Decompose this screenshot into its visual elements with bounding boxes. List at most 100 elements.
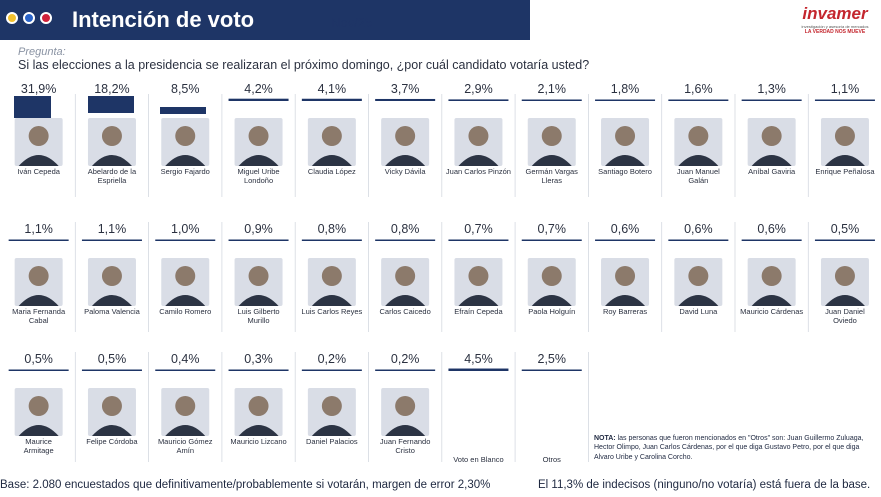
candidate-shoulders — [165, 295, 206, 306]
value-label: 1,1% — [24, 222, 53, 236]
candidate-name-line: Abelardo de la — [88, 167, 137, 176]
candidate-name-line: Espriella — [98, 176, 128, 185]
candidate-name: Luis Carlos Reyes — [301, 307, 362, 316]
vote-bar — [668, 239, 729, 241]
logo-wordmark: invamer — [802, 4, 868, 23]
vote-bar — [375, 369, 436, 371]
value-label: 0,5% — [98, 352, 127, 366]
candidate-shoulders — [385, 425, 426, 436]
candidate-name: Abelardo de la Espriella — [88, 167, 137, 185]
candidate-shoulders — [751, 155, 792, 166]
candidate-name: Juan Carlos Pinzón — [446, 167, 511, 176]
candidate-name-line: Roy Barreras — [603, 307, 647, 316]
candidate-name: Mauricio Cárdenas — [740, 307, 803, 316]
candidate-name: Daniel Palacios — [306, 437, 358, 446]
candidate-head — [101, 396, 122, 416]
value-label: 18,2% — [94, 82, 129, 96]
candidate-shoulders — [91, 295, 132, 306]
candidate-name: Luis Gilberto Murillo — [237, 307, 279, 325]
invamer-logo: invamer investigación y asesoría de merc… — [800, 4, 870, 35]
vote-bar — [228, 98, 289, 101]
vote-bar — [814, 99, 875, 101]
candidate-name-line: Paloma Valencia — [84, 307, 141, 316]
candidate-head — [321, 396, 342, 416]
candidate-head — [101, 126, 122, 146]
value-label: 0,7% — [464, 222, 493, 236]
candidate-name-line: Otros — [543, 455, 562, 464]
page-title: Intención de voto — [72, 7, 255, 32]
candidate-shoulders — [238, 295, 279, 306]
footer-undecided: El 11,3% de indecisos (ninguno/no votarí… — [538, 479, 871, 491]
vote-bar — [448, 239, 509, 241]
survey-date: Nov/25 — [331, 15, 373, 30]
candidate-head — [615, 266, 636, 286]
candidate-name-line: Maria Fernanda — [12, 307, 66, 316]
candidate-shoulders — [91, 425, 132, 436]
candidate-name-line: Daniel Palacios — [306, 437, 358, 446]
value-label: 0,6% — [684, 222, 713, 236]
note-text: las personas que fueron mencionados en "… — [594, 435, 864, 461]
candidate-shoulders — [531, 155, 572, 166]
note-box: NOTA: las personas que fueron mencionado… — [594, 434, 864, 462]
vote-bar — [448, 368, 509, 371]
candidate-head — [761, 266, 782, 286]
candidate-shoulders — [824, 295, 865, 306]
value-label: 0,5% — [24, 352, 53, 366]
vote-bar — [448, 99, 509, 101]
candidate-head — [615, 126, 636, 146]
candidate-head — [541, 126, 562, 146]
vote-bar — [595, 99, 656, 101]
candidate-name-line: Juan Fernando — [380, 437, 430, 446]
candidate-name: Maurice Armitage — [24, 437, 54, 455]
candidate-head — [321, 126, 342, 146]
vote-bar — [521, 369, 582, 371]
candidate-name-line: Enrique Peñalosa — [815, 167, 875, 176]
value-label: 0,4% — [171, 352, 200, 366]
candidate-name: Mauricio Lizcano — [230, 437, 286, 446]
candidate-name-line: Sergio Fajardo — [161, 167, 210, 176]
candidate-head — [395, 126, 416, 146]
candidate-name: Sergio Fajardo — [161, 167, 210, 176]
value-label: 0,5% — [831, 222, 860, 236]
candidate-name: Roy Barreras — [603, 307, 647, 316]
vote-bar — [155, 239, 216, 241]
vote-bar — [301, 239, 362, 241]
candidate-shoulders — [238, 425, 279, 436]
vote-bar — [228, 369, 289, 371]
candidate-name: Mauricio Gómez Amín — [158, 437, 213, 455]
candidate-head — [541, 266, 562, 286]
value-label: 0,6% — [757, 222, 786, 236]
candidate-shoulders — [605, 295, 646, 306]
blue-dot-icon — [23, 12, 35, 24]
vote-bar — [521, 239, 582, 241]
candidate-head — [248, 126, 269, 146]
value-label: 0,6% — [611, 222, 640, 236]
vote-bar — [741, 99, 802, 101]
candidate-name-line: Camilo Romero — [159, 307, 211, 316]
value-label: 31,9% — [21, 82, 56, 96]
candidate-name-line: Cristo — [395, 446, 415, 455]
candidate-head — [248, 266, 269, 286]
logo-tagline: LA VERDAD NOS MUEVE — [804, 29, 866, 35]
candidate-name-line: Efraín Cepeda — [454, 307, 503, 316]
candidate-head — [468, 126, 489, 146]
footer-base: Base: 2.080 encuestados que definitivame… — [0, 479, 491, 491]
candidate-name-line: Oviedo — [833, 316, 857, 325]
candidate-name-line: Luis Gilberto — [237, 307, 279, 316]
candidate-name-line: Mauricio Cárdenas — [740, 307, 803, 316]
candidate-shoulders — [311, 295, 352, 306]
candidate-name-line: Lleras — [542, 176, 563, 185]
candidate-name-line: Galán — [688, 176, 708, 185]
value-label: 2,1% — [538, 82, 567, 96]
value-label: 4,2% — [244, 82, 273, 96]
vote-bar — [301, 369, 362, 371]
candidate-name: Otros — [543, 455, 562, 464]
vote-bar — [160, 107, 206, 114]
candidate-name-line: Germán Vargas — [526, 167, 579, 176]
value-label: 2,5% — [538, 352, 567, 366]
candidate-name-line: Maurice — [25, 437, 52, 446]
candidate-shoulders — [18, 425, 59, 436]
candidate-head — [28, 266, 49, 286]
candidate-head — [834, 266, 855, 286]
